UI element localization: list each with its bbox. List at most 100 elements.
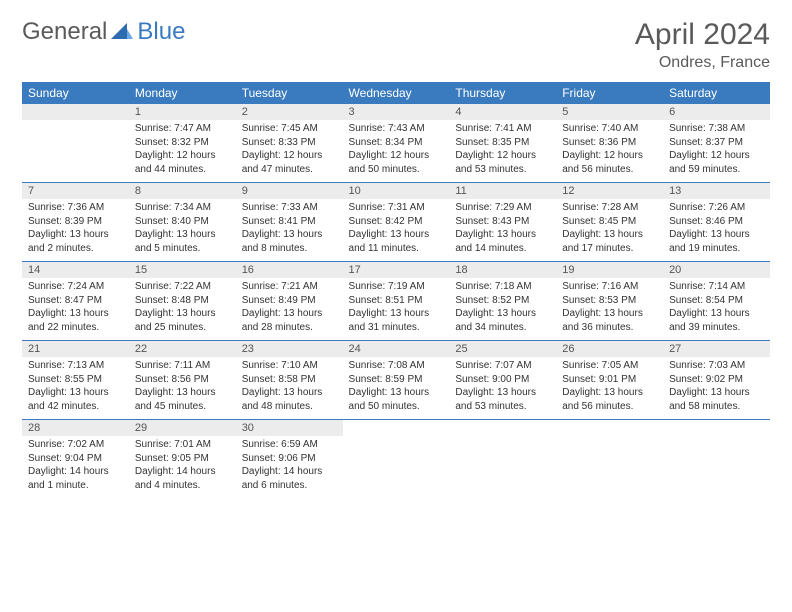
daylight-text: Daylight: 13 hours and 39 minutes. [669, 307, 764, 334]
daylight-text: Daylight: 13 hours and 48 minutes. [242, 386, 337, 413]
day-number: 8 [129, 183, 236, 199]
day-cell [343, 436, 450, 498]
daynum-row: 7 8 9 10 11 12 13 [22, 183, 770, 199]
sunrise-text: Sunrise: 7:36 AM [28, 201, 123, 215]
sunrise-text: Sunrise: 7:34 AM [135, 201, 230, 215]
sunrise-text: Sunrise: 6:59 AM [242, 438, 337, 452]
weekday-header: Saturday [663, 82, 770, 104]
daylight-text: Daylight: 13 hours and 25 minutes. [135, 307, 230, 334]
day-number [556, 420, 663, 436]
sunset-text: Sunset: 8:47 PM [28, 294, 123, 308]
sunrise-text: Sunrise: 7:11 AM [135, 359, 230, 373]
daylight-text: Daylight: 12 hours and 53 minutes. [455, 149, 550, 176]
sunrise-text: Sunrise: 7:05 AM [562, 359, 657, 373]
daylight-text: Daylight: 13 hours and 53 minutes. [455, 386, 550, 413]
day-number: 7 [22, 183, 129, 199]
day-body-row: Sunrise: 7:36 AMSunset: 8:39 PMDaylight:… [22, 199, 770, 262]
daylight-text: Daylight: 13 hours and 36 minutes. [562, 307, 657, 334]
day-cell [663, 436, 770, 498]
sunset-text: Sunset: 8:59 PM [349, 373, 444, 387]
daylight-text: Daylight: 13 hours and 19 minutes. [669, 228, 764, 255]
daynum-row: 14 15 16 17 18 19 20 [22, 262, 770, 278]
daylight-text: Daylight: 13 hours and 8 minutes. [242, 228, 337, 255]
day-cell: Sunrise: 7:22 AMSunset: 8:48 PMDaylight:… [129, 278, 236, 341]
day-number: 25 [449, 341, 556, 357]
sunrise-text: Sunrise: 7:02 AM [28, 438, 123, 452]
day-cell [22, 120, 129, 183]
daylight-text: Daylight: 13 hours and 22 minutes. [28, 307, 123, 334]
day-number: 11 [449, 183, 556, 199]
daylight-text: Daylight: 14 hours and 4 minutes. [135, 465, 230, 492]
day-cell: Sunrise: 7:21 AMSunset: 8:49 PMDaylight:… [236, 278, 343, 341]
month-title: April 2024 [635, 18, 770, 52]
day-cell: Sunrise: 7:18 AMSunset: 8:52 PMDaylight:… [449, 278, 556, 341]
sunset-text: Sunset: 8:51 PM [349, 294, 444, 308]
sunset-text: Sunset: 9:05 PM [135, 452, 230, 466]
day-cell: Sunrise: 7:45 AMSunset: 8:33 PMDaylight:… [236, 120, 343, 183]
daylight-text: Daylight: 13 hours and 17 minutes. [562, 228, 657, 255]
day-number: 15 [129, 262, 236, 278]
daylight-text: Daylight: 13 hours and 2 minutes. [28, 228, 123, 255]
day-cell: Sunrise: 7:26 AMSunset: 8:46 PMDaylight:… [663, 199, 770, 262]
weekday-header-row: Sunday Monday Tuesday Wednesday Thursday… [22, 82, 770, 104]
day-cell: Sunrise: 7:28 AMSunset: 8:45 PMDaylight:… [556, 199, 663, 262]
sunrise-text: Sunrise: 7:24 AM [28, 280, 123, 294]
sunset-text: Sunset: 8:41 PM [242, 215, 337, 229]
sunset-text: Sunset: 8:43 PM [455, 215, 550, 229]
day-number: 24 [343, 341, 450, 357]
day-number: 12 [556, 183, 663, 199]
sunset-text: Sunset: 8:36 PM [562, 136, 657, 150]
calendar-table: Sunday Monday Tuesday Wednesday Thursday… [22, 82, 770, 498]
day-cell: Sunrise: 7:47 AMSunset: 8:32 PMDaylight:… [129, 120, 236, 183]
day-number: 27 [663, 341, 770, 357]
daylight-text: Daylight: 13 hours and 50 minutes. [349, 386, 444, 413]
day-cell: Sunrise: 7:13 AMSunset: 8:55 PMDaylight:… [22, 357, 129, 420]
daylight-text: Daylight: 13 hours and 58 minutes. [669, 386, 764, 413]
daylight-text: Daylight: 13 hours and 56 minutes. [562, 386, 657, 413]
daylight-text: Daylight: 13 hours and 31 minutes. [349, 307, 444, 334]
daylight-text: Daylight: 14 hours and 6 minutes. [242, 465, 337, 492]
day-number: 10 [343, 183, 450, 199]
weekday-header: Wednesday [343, 82, 450, 104]
day-number [22, 104, 129, 120]
day-number: 30 [236, 420, 343, 436]
day-number: 6 [663, 104, 770, 120]
sunset-text: Sunset: 8:48 PM [135, 294, 230, 308]
day-cell: Sunrise: 7:07 AMSunset: 9:00 PMDaylight:… [449, 357, 556, 420]
sunset-text: Sunset: 8:32 PM [135, 136, 230, 150]
daylight-text: Daylight: 12 hours and 59 minutes. [669, 149, 764, 176]
day-body-row: Sunrise: 7:02 AMSunset: 9:04 PM Daylight:… [22, 436, 770, 498]
day-number: 13 [663, 183, 770, 199]
day-cell: Sunrise: 7:14 AMSunset: 8:54 PMDaylight:… [663, 278, 770, 341]
daylight-text: Daylight: 12 hours and 56 minutes. [562, 149, 657, 176]
day-number: 19 [556, 262, 663, 278]
sunrise-text: Sunrise: 7:18 AM [455, 280, 550, 294]
day-cell: Sunrise: 7:33 AMSunset: 8:41 PMDaylight:… [236, 199, 343, 262]
sunset-text: Sunset: 8:34 PM [349, 136, 444, 150]
sunrise-text: Sunrise: 7:21 AM [242, 280, 337, 294]
day-cell: Sunrise: 7:40 AMSunset: 8:36 PMDaylight:… [556, 120, 663, 183]
day-number: 3 [343, 104, 450, 120]
brand-part2: Blue [137, 18, 185, 46]
weekday-header: Monday [129, 82, 236, 104]
daylight-text: Daylight: 13 hours and 45 minutes. [135, 386, 230, 413]
daylight-text: Daylight: 12 hours and 44 minutes. [135, 149, 230, 176]
triangle-icon [111, 18, 133, 46]
brand-part1: General [22, 18, 107, 46]
daylight-text: Daylight: 13 hours and 42 minutes. [28, 386, 123, 413]
title-block: April 2024 Ondres, France [635, 18, 770, 72]
daylight-text: Daylight: 13 hours and 14 minutes. [455, 228, 550, 255]
day-cell: Sunrise: 7:05 AMSunset: 9:01 PMDaylight:… [556, 357, 663, 420]
sunrise-text: Sunrise: 7:40 AM [562, 122, 657, 136]
day-cell [556, 436, 663, 498]
day-number [663, 420, 770, 436]
day-cell: Sunrise: 7:31 AMSunset: 8:42 PMDaylight:… [343, 199, 450, 262]
sunset-text: Sunset: 9:04 PM [28, 452, 123, 466]
sunrise-text: Sunrise: 7:45 AM [242, 122, 337, 136]
day-cell: Sunrise: 7:19 AMSunset: 8:51 PMDaylight:… [343, 278, 450, 341]
sunrise-text: Sunrise: 7:07 AM [455, 359, 550, 373]
day-cell: Sunrise: 7:10 AMSunset: 8:58 PMDaylight:… [236, 357, 343, 420]
day-number: 22 [129, 341, 236, 357]
sunset-text: Sunset: 8:42 PM [349, 215, 444, 229]
weekday-header: Tuesday [236, 82, 343, 104]
